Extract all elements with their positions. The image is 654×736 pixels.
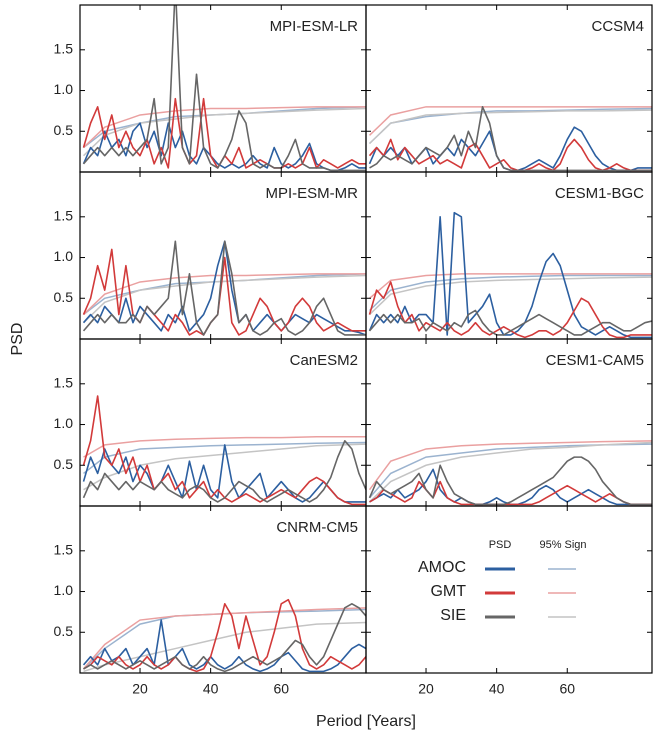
significance-line — [83, 273, 366, 316]
psd-line — [368, 309, 652, 336]
significance-line — [83, 106, 366, 149]
significance-line — [83, 107, 366, 157]
y-tick-label: 1.0 — [54, 81, 74, 97]
psd-line — [368, 456, 652, 506]
y-tick-label: 1.5 — [54, 208, 74, 224]
panel — [82, 598, 366, 673]
significance-line — [83, 106, 366, 149]
panel — [368, 211, 652, 339]
psd-line — [82, 440, 366, 503]
y-tick-label: 0.5 — [54, 456, 74, 472]
significance-line — [83, 273, 366, 316]
panel — [368, 106, 652, 172]
panel-title: CESM1-BGC — [555, 185, 644, 202]
y-tick-label: 1.5 — [54, 375, 74, 391]
psd-line — [82, 248, 366, 336]
x-tick-label: 40 — [489, 681, 505, 697]
psd-line — [82, 240, 366, 336]
significance-line — [369, 106, 652, 136]
panel-title: MPI-ESM-MR — [266, 185, 359, 202]
psd-line — [82, 122, 366, 172]
x-tick-label: 60 — [273, 681, 289, 697]
y-tick-label: 1.5 — [54, 41, 74, 57]
psd-line — [369, 480, 652, 506]
legend: PSD 95% Sign AMOC GMT SIE — [418, 539, 587, 624]
legend-header: 95% Sign — [539, 539, 586, 551]
psd-line — [83, 598, 366, 673]
panel — [82, 5, 366, 172]
panel — [368, 440, 652, 506]
legend-label: GMT — [430, 583, 466, 600]
y-tick-label: 0.5 — [54, 122, 74, 138]
psd-line — [83, 602, 366, 673]
psd-line — [82, 619, 366, 673]
y-tick-label: 1.0 — [54, 248, 74, 264]
significance-line — [83, 621, 366, 673]
psd-line — [368, 281, 652, 339]
y-tick-label: 1.5 — [54, 542, 74, 558]
significance-line — [369, 441, 652, 503]
psd-line — [82, 240, 366, 336]
x-tick-label: 20 — [418, 681, 434, 697]
significance-line — [369, 107, 652, 145]
y-tick-label: 1.0 — [54, 582, 74, 598]
significance-line — [369, 276, 652, 316]
x-axis-label: Period [Years] — [316, 713, 416, 730]
psd-line — [82, 444, 366, 503]
panel-title: CNRM-CM5 — [276, 519, 358, 536]
significance-line — [82, 607, 366, 670]
legend-label: SIE — [440, 607, 466, 624]
legend-label: AMOC — [418, 559, 466, 576]
significance-line — [83, 436, 366, 458]
significance-line — [369, 273, 652, 299]
panel-title: CanESM2 — [290, 352, 358, 369]
significance-line — [369, 109, 652, 145]
y-axis-label: PSD — [9, 323, 26, 356]
legend-header: PSD — [489, 539, 512, 551]
significance-line — [83, 443, 366, 491]
y-tick-label: 0.5 — [54, 289, 74, 305]
x-tick-label: 40 — [203, 681, 219, 697]
significance-line — [369, 274, 652, 312]
psd-line — [369, 106, 652, 172]
panel-title: CESM1-CAM5 — [546, 352, 644, 369]
y-tick-label: 1.0 — [54, 415, 74, 431]
panel-title: CCSM4 — [591, 18, 644, 35]
y-tick-label: 0.5 — [54, 623, 74, 639]
panel-frame — [365, 505, 653, 674]
panel — [82, 240, 366, 336]
psd-line — [82, 5, 366, 172]
panel — [82, 395, 366, 506]
x-tick-label: 60 — [559, 681, 575, 697]
x-tick-label: 20 — [132, 681, 148, 697]
significance-line — [368, 440, 652, 491]
psd-line — [369, 468, 652, 506]
panel-title: MPI-ESM-LR — [270, 18, 359, 35]
psd-line — [368, 138, 652, 172]
